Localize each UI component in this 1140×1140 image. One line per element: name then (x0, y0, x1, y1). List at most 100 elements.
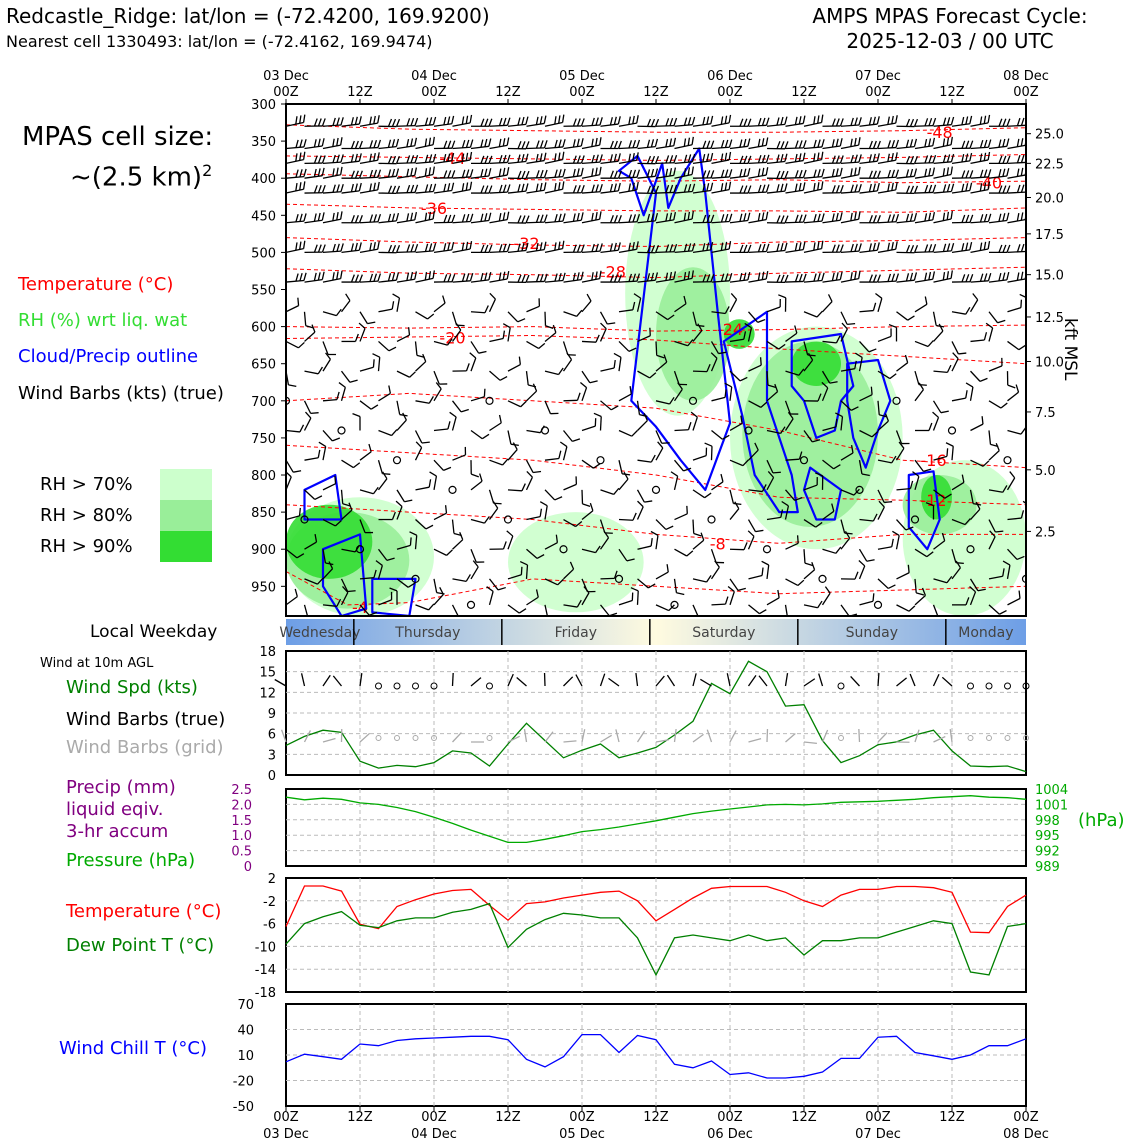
y-tick-label: 750 (251, 432, 276, 447)
wind-barb (711, 176, 730, 179)
wind-barb (748, 449, 759, 461)
wind-barb-flag (979, 273, 984, 282)
cell-size-note: MPAS cell size: ~(2.5 km)2 (22, 120, 213, 195)
wind-barb (581, 191, 601, 194)
wind-barb-flag (521, 183, 525, 192)
wind-barb-flag (872, 593, 875, 602)
wind-barb (988, 489, 1003, 493)
wind-barb-flag (872, 140, 877, 149)
wind-barb (822, 219, 841, 224)
wind-barb-flag (480, 118, 485, 127)
wind-barb (286, 146, 304, 150)
wind-barb-flag (1040, 243, 1042, 251)
wind-barb-flag (983, 332, 988, 341)
wind-barb-flag (650, 185, 656, 194)
wind-barb (877, 489, 885, 503)
wind-barb-flag (876, 153, 880, 162)
wind-barb-flag (702, 170, 707, 179)
wind-barb (988, 450, 1000, 461)
wind-barb-flag (950, 210, 953, 220)
rh70-swatch (160, 469, 212, 500)
wind-barb (359, 400, 372, 410)
wind-barb-flag (983, 241, 987, 250)
wind-barb-flag (817, 139, 821, 148)
wind-barb-flag (1027, 619, 1035, 621)
wind-barb (359, 489, 374, 495)
wind-barb-flag (562, 213, 566, 222)
wind-barb-flag (780, 509, 784, 518)
wind-barb (914, 124, 934, 127)
wind-barb (655, 311, 668, 321)
wind-barb-flag (617, 116, 621, 125)
wind-barb-flag (895, 169, 900, 178)
calm-circle (355, 545, 365, 554)
wind-barb-flag (983, 182, 987, 191)
wind-barb-flag (395, 212, 400, 222)
wind-barb-flag (561, 114, 565, 123)
wind-barb-flag (576, 272, 580, 281)
wind-barb-flag (512, 442, 518, 450)
wind-barb-flag (338, 382, 346, 388)
wind-barb (507, 449, 518, 461)
wind-barb-grid (581, 729, 586, 743)
wind-barb (304, 175, 323, 179)
wind-barb-flag (654, 212, 659, 222)
wind-barb-flag (761, 167, 765, 176)
wind-barb (877, 248, 896, 254)
wind-barb-flag (521, 243, 525, 252)
wind-barb-flag (451, 241, 455, 251)
rh-region-rh90 (286, 504, 373, 579)
rh-region-rh80 (656, 267, 730, 401)
wind-barb-flag (488, 155, 493, 164)
wind-barb (1025, 340, 1026, 342)
wind-barb (304, 578, 318, 585)
wind-barb-flag (395, 168, 400, 177)
wind-barb (970, 122, 989, 127)
wind-barb-flag (299, 169, 303, 178)
wind-barb (896, 572, 910, 580)
wind-barb (470, 429, 483, 440)
wind-barb (914, 459, 924, 472)
wind-barb (563, 518, 576, 528)
wind-barb (581, 592, 590, 606)
wind-barb (859, 249, 878, 254)
wind-barb-flag (739, 213, 743, 222)
wind-barb-flag (676, 592, 685, 596)
wind-barb (526, 548, 538, 559)
wind-barb-flag (650, 530, 659, 536)
wind-barb-flag (517, 215, 522, 224)
wind-barb (507, 604, 520, 614)
wind-barb-flag (465, 574, 471, 582)
wind-barb-flag (375, 560, 383, 566)
wind-barb-flag (895, 139, 900, 148)
top-time-hour: 12Z (939, 85, 965, 100)
wind-barb-flag (313, 272, 317, 281)
wind-barb (803, 430, 813, 443)
wind-barb-flag (913, 138, 918, 147)
rh-region-rh70 (507, 512, 644, 613)
wind-barb (377, 357, 381, 372)
wind-barb (951, 311, 966, 315)
wind-barb-flag (720, 183, 724, 192)
wind-barb-flag (683, 212, 687, 221)
wind-barb (785, 542, 799, 550)
wind-barb (710, 341, 720, 354)
wind-barb (877, 400, 880, 415)
wind-barb-flag (1000, 402, 1008, 409)
wind-barb-flag (796, 535, 799, 544)
wind-barb (636, 297, 642, 312)
wind-barb-flag (928, 422, 933, 431)
wind-barb-flag (1002, 272, 1006, 281)
top-time-hour: 00Z (1013, 85, 1039, 100)
wind-barb-flag (599, 243, 603, 252)
wind-barb-flag (728, 272, 733, 282)
temperature-contour (286, 154, 1026, 161)
windchill-line (285, 1033, 1027, 1079)
wind-barb-flag (706, 274, 711, 283)
wind-barb-flag (932, 137, 936, 146)
wind-barb-flag (465, 241, 469, 250)
wind-barb (785, 370, 800, 376)
wind-barb-flag (794, 214, 799, 223)
wind-barb-flag (839, 138, 843, 147)
